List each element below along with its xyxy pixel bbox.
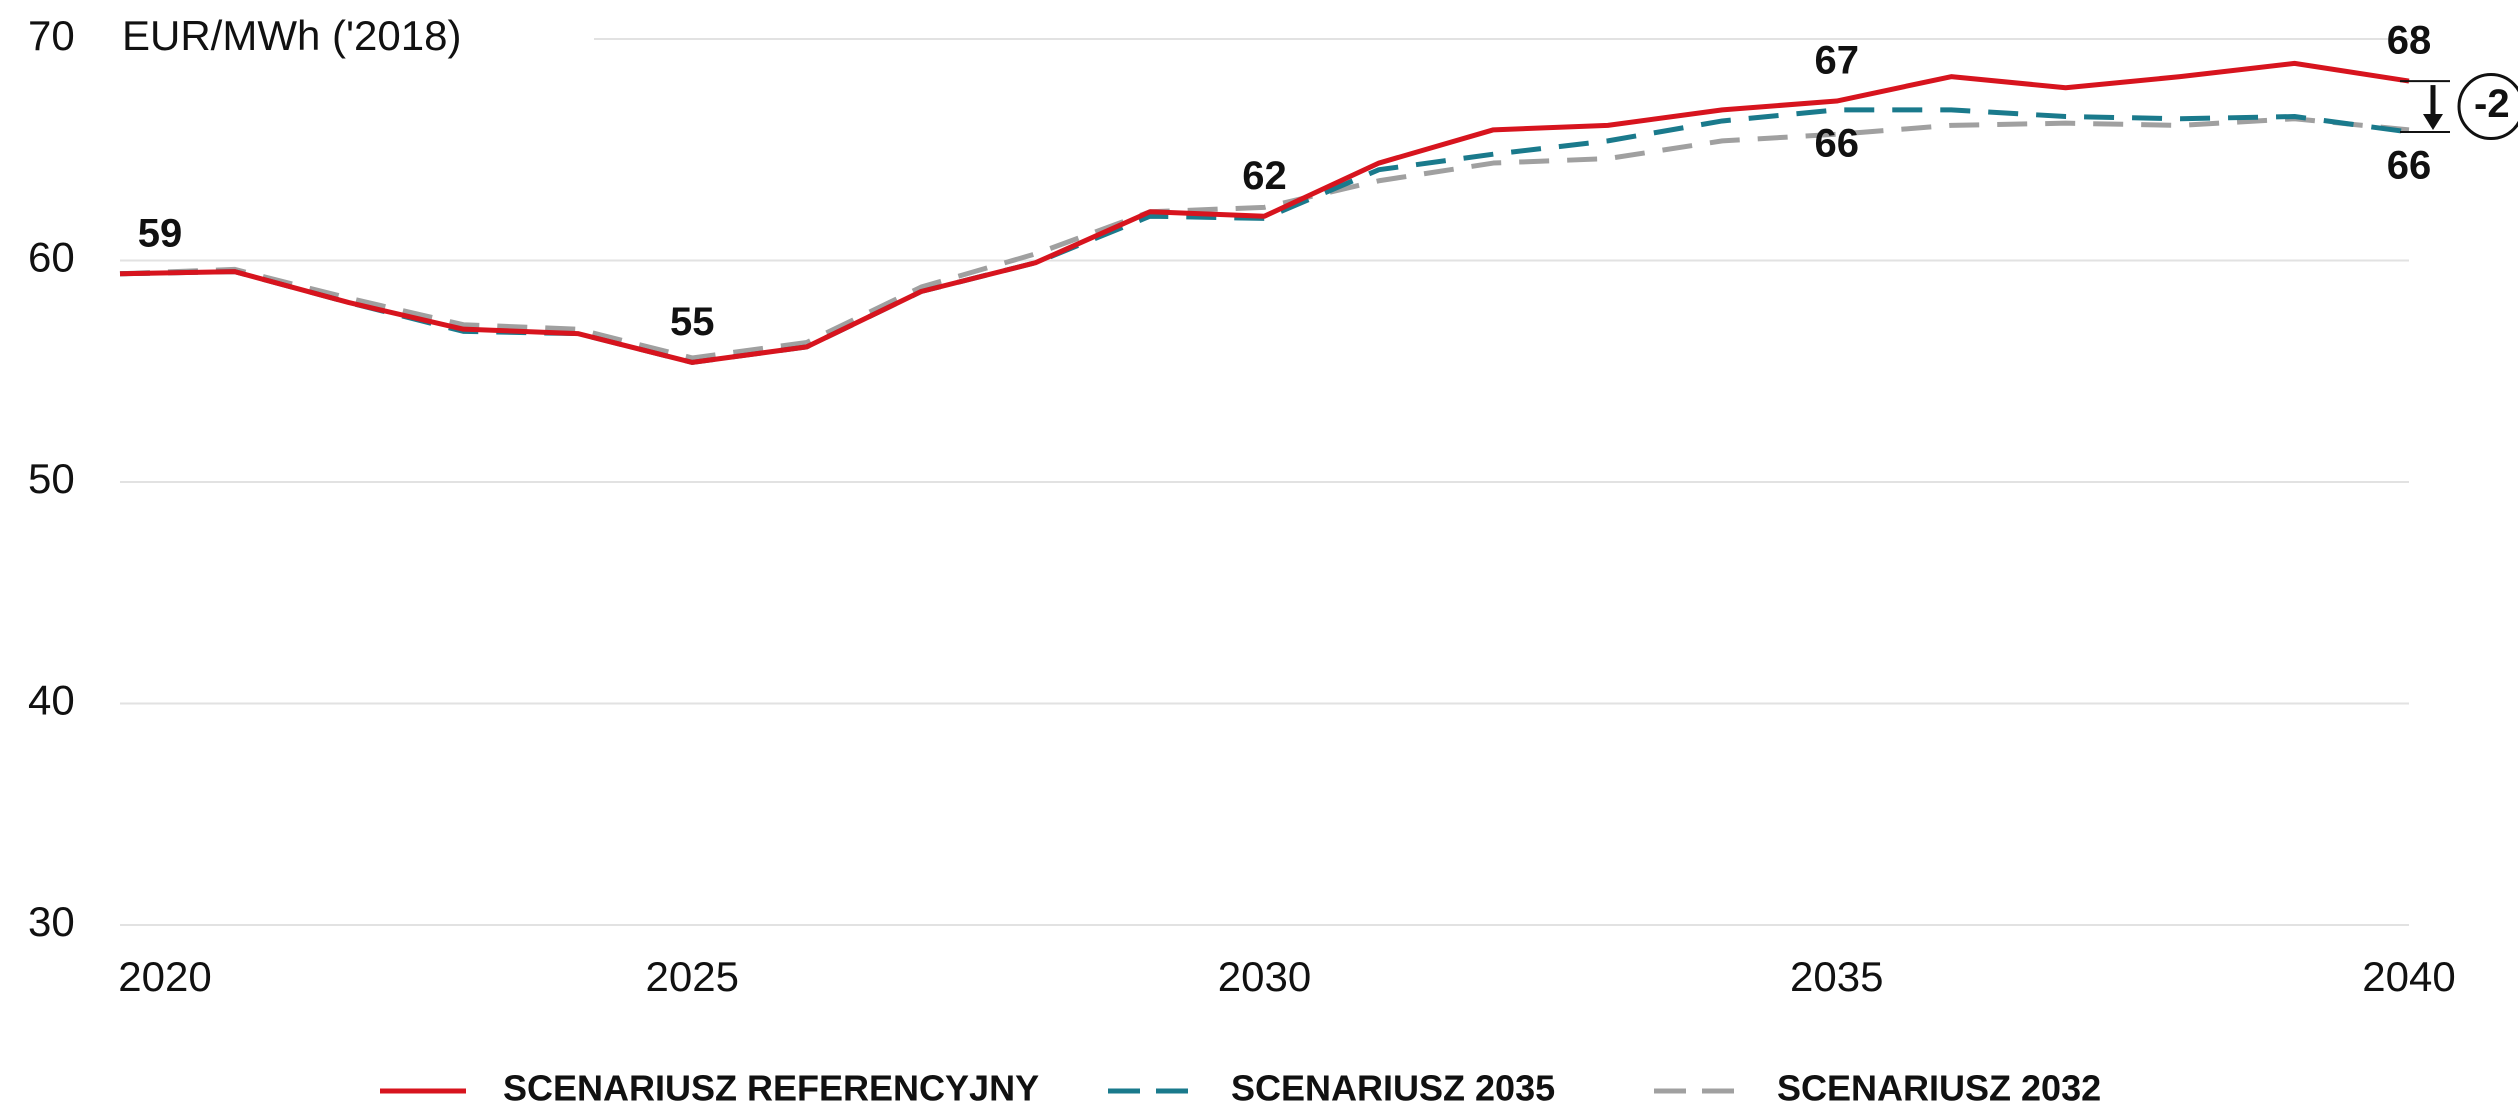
data-label: 55 — [670, 300, 715, 344]
legend-label: SCENARIUSZ REFERENCYJNY — [503, 1068, 1039, 1109]
x-tick-label: 2030 — [1218, 953, 1311, 1000]
y-tick-label: 60 — [28, 234, 75, 281]
x-tick-label: 2035 — [1790, 953, 1883, 1000]
x-tick-label: 2040 — [2362, 953, 2455, 1000]
data-label: 66 — [1815, 121, 1860, 165]
y-tick-label: 40 — [28, 677, 75, 724]
data-label: 66 — [2387, 144, 2432, 188]
legend-label: SCENARIUSZ 2035 — [1231, 1068, 1555, 1109]
x-tick-label: 2025 — [646, 953, 739, 1000]
y-tick-label: 50 — [28, 455, 75, 502]
annotation-arrowhead — [2423, 114, 2443, 131]
series-line — [119, 60, 2410, 365]
series-line — [119, 116, 2410, 361]
data-label: 67 — [1815, 39, 1860, 83]
annotation: -2 — [2474, 82, 2510, 126]
y-tick-label: 30 — [28, 898, 75, 945]
y-tick-label: 70 — [28, 12, 75, 59]
data-label: 59 — [138, 211, 183, 255]
legend-label: SCENARIUSZ 2032 — [1777, 1068, 2101, 1109]
data-label: 68 — [2387, 19, 2432, 63]
y-axis-label: EUR/MWh ('2018) — [122, 12, 461, 59]
annotation-circle — [2457, 73, 2518, 141]
data-label: 62 — [1242, 154, 1287, 198]
x-tick-label: 2020 — [118, 953, 211, 1000]
